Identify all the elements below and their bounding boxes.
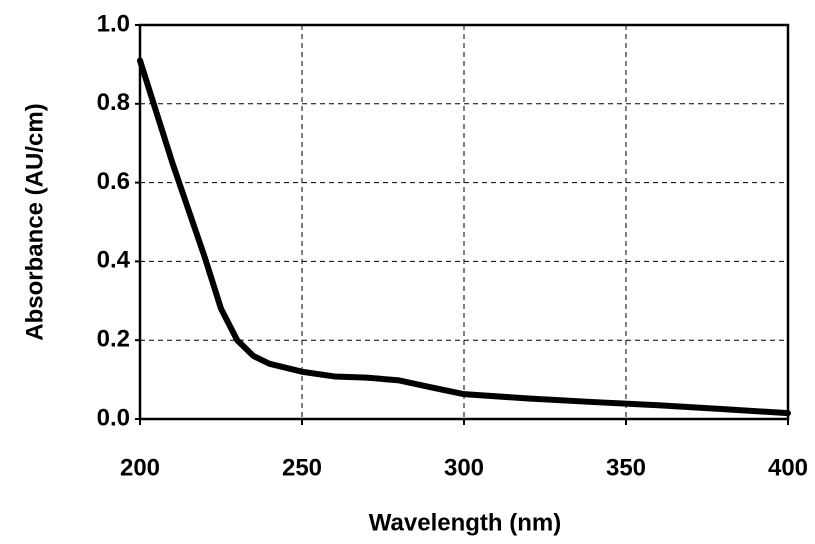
x-tick-label: 200 (120, 454, 160, 481)
plot-frame (138, 23, 790, 421)
x-tick-label: 300 (444, 454, 484, 481)
y-tick-label: 0.6 (97, 168, 130, 195)
y-axis-title: Absorbance (AU/cm) (21, 103, 48, 340)
y-tick-label: 0.2 (97, 326, 130, 353)
x-axis-title: Wavelength (nm) (369, 509, 561, 536)
data-line (137, 57, 791, 417)
x-tick-label: 400 (768, 454, 808, 481)
y-tick-label: 0.4 (97, 247, 131, 274)
y-tick-label: 1.0 (97, 10, 130, 37)
y-tick-label: 0.0 (97, 404, 130, 431)
x-tick-label: 350 (606, 454, 646, 481)
x-tick-label: 250 (282, 454, 322, 481)
y-tick-label: 0.8 (97, 89, 130, 116)
